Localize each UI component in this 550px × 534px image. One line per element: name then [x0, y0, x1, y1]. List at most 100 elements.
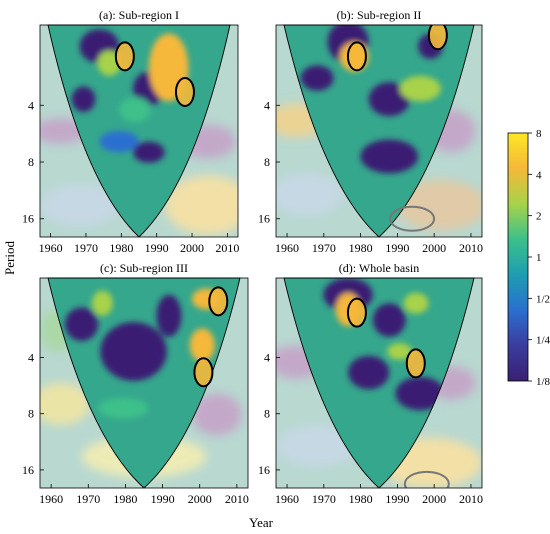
- power-blob: [191, 393, 242, 436]
- x-tick-label: 1990: [151, 492, 175, 506]
- panels: (a): Sub-region I 1960 1970 1980 1990 2000 201…: [22, 8, 483, 506]
- panel-title: (b): Sub-region II: [337, 8, 422, 22]
- power-blob: [92, 290, 113, 316]
- significance-contour: [346, 41, 367, 72]
- colorbar-tick-label: 1/4: [536, 335, 550, 347]
- y-tick-label: 8: [28, 407, 34, 421]
- x-tick-label: 1960: [275, 241, 299, 255]
- power-field: [40, 25, 238, 237]
- colorbar-gradient: [507, 132, 529, 382]
- x-tick-label: 1980: [113, 492, 137, 506]
- x-tick-label: 2000: [422, 492, 446, 506]
- colorbar-tick-label: 8: [536, 128, 542, 140]
- significance-contour: [405, 348, 426, 379]
- power-blob: [133, 141, 165, 163]
- y-tick-label: 4: [28, 351, 34, 365]
- x-tick-label: 1960: [39, 492, 63, 506]
- axes-frame: [39, 24, 239, 238]
- y-tick-label: 16: [22, 463, 34, 477]
- significance-contour: [114, 41, 135, 72]
- power-blob: [399, 75, 441, 102]
- power-blob: [40, 184, 120, 227]
- x-tick-label: 2000: [180, 241, 204, 255]
- colorbar-tick-label: 2: [536, 211, 542, 223]
- power-blob: [98, 397, 149, 419]
- y-tick-label: 16: [258, 463, 270, 477]
- significance-contour: [346, 297, 367, 328]
- x-axis-label: Year: [249, 515, 274, 530]
- x-tick-label: 2010: [459, 241, 483, 255]
- x-tick-label: 1970: [76, 492, 100, 506]
- power-blob: [189, 328, 215, 363]
- colorbar-ticks: 8 4 2 1 1/2 1/4 1/8: [528, 128, 550, 388]
- power-blob: [164, 175, 238, 235]
- power-field: [276, 25, 482, 237]
- significance-contour: [427, 25, 448, 51]
- x-tick-label: 1970: [312, 241, 336, 255]
- y-tick-label: 8: [264, 155, 270, 169]
- x-tick-label: 1990: [385, 241, 409, 255]
- x-tick-label: 1970: [74, 241, 98, 255]
- x-tick-label: 1960: [275, 492, 299, 506]
- colorbar: 8 4 2 1 1/2 1/4 1/8: [507, 128, 550, 388]
- colorbar-tick-label: 4: [536, 169, 542, 181]
- x-tick-label: 2010: [459, 492, 483, 506]
- power-blob: [395, 179, 482, 231]
- y-tick-label: 4: [264, 98, 270, 112]
- panel-title: (c): Sub-region III: [100, 261, 188, 275]
- chart-panel: (b): Sub-region II 1960 1970 1980 1990 2000 20…: [258, 8, 483, 255]
- power-blob: [387, 343, 412, 360]
- y-axis-label: Period: [2, 241, 17, 275]
- significance-contour: [193, 357, 214, 388]
- power-blob: [156, 294, 182, 337]
- x-tick-label: 2010: [225, 492, 249, 506]
- chart-panel: (c): Sub-region III 1960 1970 1980 1990 2000 2…: [22, 261, 249, 506]
- power-blob: [40, 383, 90, 425]
- power-blob: [300, 65, 334, 91]
- significance-contour: [174, 76, 195, 107]
- x-tick-label: 1980: [109, 241, 133, 255]
- power-blob: [100, 322, 167, 381]
- significance-contour: [208, 286, 229, 317]
- y-tick-label: 16: [258, 212, 270, 226]
- power-blob: [276, 425, 359, 467]
- power-blob: [372, 303, 406, 337]
- power-blob: [403, 292, 429, 314]
- power-blob: [64, 307, 99, 342]
- power-field: [276, 278, 482, 488]
- power-blob: [276, 173, 344, 216]
- colorbar-tick-label: 1/8: [536, 376, 550, 388]
- x-tick-label: 2000: [422, 241, 446, 255]
- axes-frame: [275, 24, 483, 238]
- power-blob: [119, 97, 151, 123]
- power-blob: [368, 82, 410, 117]
- significance-contour: [403, 470, 450, 488]
- colorbar-tick-label: 1: [536, 252, 542, 264]
- panel-title: (d): Whole basin: [339, 261, 419, 275]
- chart-panel: (d): Whole basin 1960 1970 1980 1990 2000 2010…: [258, 261, 483, 506]
- x-tick-label: 1970: [312, 492, 336, 506]
- x-tick-label: 2000: [188, 492, 212, 506]
- x-tick-label: 1990: [145, 241, 169, 255]
- x-tick-label: 1980: [349, 241, 373, 255]
- x-tick-label: 1990: [385, 492, 409, 506]
- power-blob: [360, 139, 419, 174]
- colorbar-tick-label: 1/2: [536, 293, 550, 305]
- significance-contour: [389, 205, 436, 232]
- chart-panel: (a): Sub-region I 1960 1970 1980 1990 2000 201…: [22, 8, 239, 255]
- x-tick-label: 1980: [349, 492, 373, 506]
- power-blob: [99, 131, 139, 153]
- panel-title: (a): Sub-region I: [99, 8, 179, 22]
- y-tick-label: 8: [264, 407, 270, 421]
- power-blob: [348, 355, 390, 390]
- y-tick-label: 16: [22, 212, 34, 226]
- x-tick-label: 1960: [39, 241, 63, 255]
- y-tick-label: 4: [264, 351, 270, 365]
- y-tick-label: 4: [28, 98, 34, 112]
- power-blob: [71, 86, 96, 112]
- power-blob: [395, 376, 445, 411]
- x-tick-label: 2010: [215, 241, 239, 255]
- axes-frame: [39, 277, 249, 489]
- axes-frame: [275, 277, 483, 489]
